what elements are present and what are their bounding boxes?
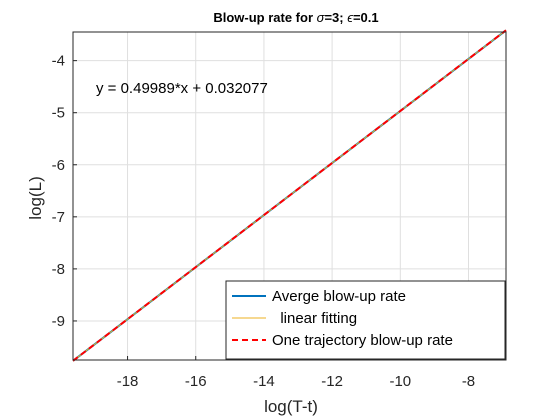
x-axis-label: log(T-t) — [264, 397, 318, 416]
fit-annotation: y = 0.49989*x + 0.032077 — [96, 80, 268, 97]
legend-label: Averge blow-up rate — [272, 288, 406, 305]
y-tick-label: -7 — [52, 209, 65, 226]
y-tick-label: -4 — [52, 53, 65, 70]
x-tick-label: -14 — [253, 373, 275, 390]
y-axis-label: log(L) — [26, 176, 45, 219]
legend-label: One trajectory blow-up rate — [272, 332, 453, 349]
x-tick-label: -10 — [389, 373, 411, 390]
x-tick-label: -16 — [185, 373, 207, 390]
ticks: -18 -16 -14 -12 -10 -8 -9 -8 -7 -6 -5 -4 — [52, 53, 476, 390]
y-tick-label: -5 — [52, 105, 65, 122]
x-tick-label: -8 — [462, 373, 475, 390]
chart-title: Blow-up rate for σ=3; ϵ=0.1 — [213, 10, 378, 25]
y-tick-label: -6 — [52, 157, 65, 174]
legend-box — [225, 280, 506, 360]
plot-frame — [72, 31, 507, 361]
plot-lines — [72, 29, 507, 362]
x-tick-label: -18 — [117, 373, 139, 390]
y-tick-label: -8 — [52, 261, 65, 278]
legend-label: linear fitting — [272, 310, 357, 327]
series-line — [72, 29, 507, 362]
grid — [73, 32, 506, 360]
x-tick-label: -12 — [321, 373, 343, 390]
legend: Averge blow-up rate linear fitting One tr… — [225, 280, 506, 360]
y-tick-label: -9 — [52, 313, 65, 330]
